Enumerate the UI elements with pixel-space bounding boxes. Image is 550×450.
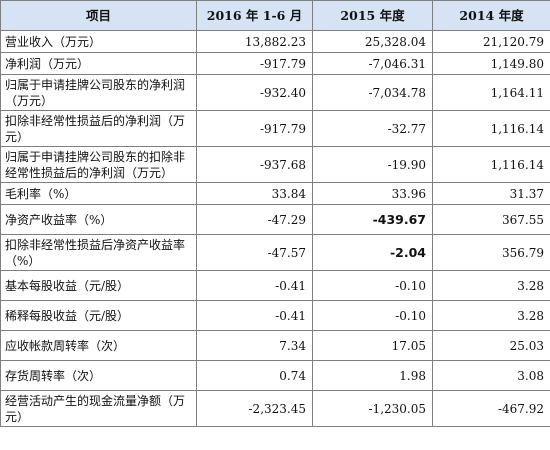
table-row: 经营活动产生的现金流量净额（万元） -2,323.45 -1,230.05 -4… [0, 390, 550, 427]
row-label: 归属于申请挂牌公司股东的扣除非经常性损益后的净利润（万元） [0, 146, 197, 183]
cell-2014: 356.79 [432, 234, 550, 271]
cell-2016h1: -0.41 [196, 300, 313, 331]
cell-2014: 3.08 [432, 360, 550, 391]
header-2016h1: 2016 年 1-6 月 [196, 0, 313, 31]
table-row: 存货周转率（次） 0.74 1.98 3.08 [0, 360, 550, 391]
cell-2016h1: 33.84 [196, 182, 313, 205]
row-label: 经营活动产生的现金流量净额（万元） [0, 390, 197, 427]
cell-2015: -7,046.31 [312, 52, 433, 75]
cell-2014: 367.55 [432, 204, 550, 235]
cell-2015: 17.05 [312, 330, 433, 361]
cell-2016h1: -937.68 [196, 146, 313, 183]
header-2014: 2014 年度 [432, 0, 550, 31]
cell-2016h1: -917.79 [196, 52, 313, 75]
cell-2015: -32.77 [312, 110, 433, 147]
table-row: 扣除非经常性损益后净资产收益率（%） -47.57 -2.04 356.79 [0, 234, 550, 271]
cell-2016h1: 0.74 [196, 360, 313, 391]
table-row: 扣除非经常性损益后的净利润（万元） -917.79 -32.77 1,116.1… [0, 110, 550, 147]
table-row: 毛利率（%） 33.84 33.96 31.37 [0, 182, 550, 205]
header-item: 项目 [0, 0, 197, 31]
cell-2015: -2.04 [312, 234, 433, 271]
cell-2014: 1,116.14 [432, 146, 550, 183]
table-row: 归属于申请挂牌公司股东的扣除非经常性损益后的净利润（万元） -937.68 -1… [0, 146, 550, 183]
cell-2014: 3.28 [432, 300, 550, 331]
cell-2014: 25.03 [432, 330, 550, 361]
row-label: 净资产收益率（%） [0, 204, 197, 235]
header-2015: 2015 年度 [312, 0, 433, 31]
table-row: 应收帐款周转率（次） 7.34 17.05 25.03 [0, 330, 550, 361]
financial-summary-table: 项目 2016 年 1-6 月 2015 年度 2014 年度 营业收入（万元）… [0, 0, 550, 427]
row-label: 扣除非经常性损益后净资产收益率（%） [0, 234, 197, 271]
cell-2015: 1.98 [312, 360, 433, 391]
cell-2015: -439.67 [312, 204, 433, 235]
cell-2016h1: -917.79 [196, 110, 313, 147]
cell-2016h1: 13,882.23 [196, 30, 313, 53]
table-row: 净资产收益率（%） -47.29 -439.67 367.55 [0, 204, 550, 235]
cell-2016h1: -2,323.45 [196, 390, 313, 427]
cell-2014: 1,164.11 [432, 74, 550, 111]
row-label: 净利润（万元） [0, 52, 197, 75]
row-label: 基本每股收益（元/股） [0, 270, 197, 301]
row-label: 扣除非经常性损益后的净利润（万元） [0, 110, 197, 147]
table-row: 营业收入（万元） 13,882.23 25,328.04 21,120.79 [0, 30, 550, 53]
cell-2016h1: -47.29 [196, 204, 313, 235]
cell-2014: 1,116.14 [432, 110, 550, 147]
cell-2015: -0.10 [312, 270, 433, 301]
cell-2014: 1,149.80 [432, 52, 550, 75]
cell-2014: 3.28 [432, 270, 550, 301]
cell-2016h1: 7.34 [196, 330, 313, 361]
table-row: 基本每股收益（元/股） -0.41 -0.10 3.28 [0, 270, 550, 301]
table-row: 归属于申请挂牌公司股东的净利润（万元） -932.40 -7,034.78 1,… [0, 74, 550, 111]
table-row: 净利润（万元） -917.79 -7,046.31 1,149.80 [0, 52, 550, 75]
cell-2015: 33.96 [312, 182, 433, 205]
row-label: 毛利率（%） [0, 182, 197, 205]
row-label: 归属于申请挂牌公司股东的净利润（万元） [0, 74, 197, 111]
cell-2014: 31.37 [432, 182, 550, 205]
cell-2015: -1,230.05 [312, 390, 433, 427]
cell-2014: -467.92 [432, 390, 550, 427]
cell-2015: -0.10 [312, 300, 433, 331]
cell-2015: -7,034.78 [312, 74, 433, 111]
cell-2014: 21,120.79 [432, 30, 550, 53]
header-row: 项目 2016 年 1-6 月 2015 年度 2014 年度 [0, 0, 550, 31]
row-label: 存货周转率（次） [0, 360, 197, 391]
cell-2015: -19.90 [312, 146, 433, 183]
row-label: 营业收入（万元） [0, 30, 197, 53]
row-label: 稀释每股收益（元/股） [0, 300, 197, 331]
cell-2016h1: -0.41 [196, 270, 313, 301]
cell-2016h1: -47.57 [196, 234, 313, 271]
cell-2016h1: -932.40 [196, 74, 313, 111]
cell-2015: 25,328.04 [312, 30, 433, 53]
table-row: 稀释每股收益（元/股） -0.41 -0.10 3.28 [0, 300, 550, 331]
row-label: 应收帐款周转率（次） [0, 330, 197, 361]
